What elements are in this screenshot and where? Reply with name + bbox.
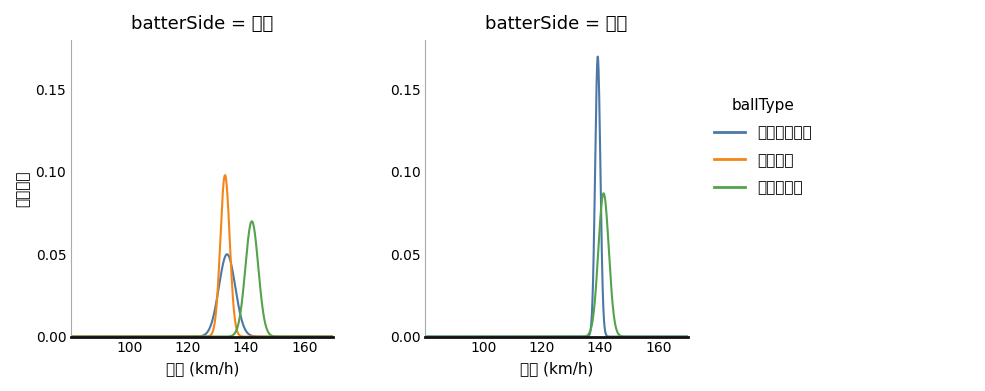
- Legend: カットボール, フォーク, ストレート: カットボール, フォーク, ストレート: [708, 92, 818, 201]
- Title: batterSide = 左打: batterSide = 左打: [486, 15, 627, 33]
- X-axis label: 球速 (km/h): 球速 (km/h): [165, 361, 239, 376]
- Y-axis label: 確率密度: 確率密度: [15, 170, 30, 206]
- Title: batterSide = 右打: batterSide = 右打: [131, 15, 274, 33]
- X-axis label: 球速 (km/h): 球速 (km/h): [520, 361, 593, 376]
